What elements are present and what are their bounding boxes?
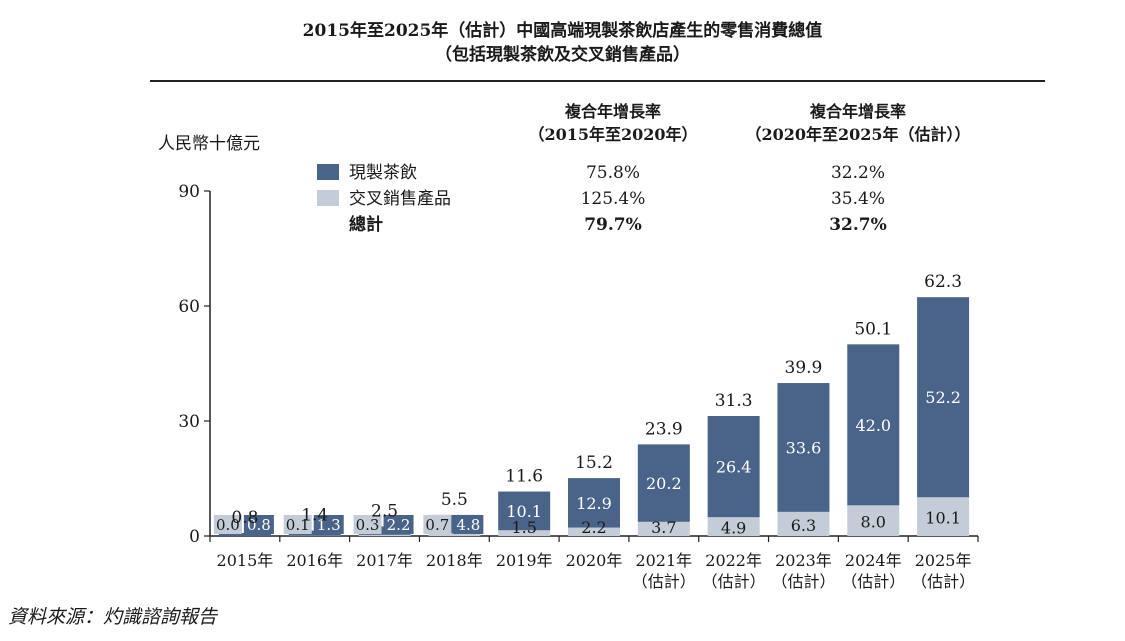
total-value-label: 62.3 (924, 272, 962, 292)
x-tick-label: （估計） (841, 572, 905, 591)
x-tick-label: 2018年 (426, 551, 483, 570)
cross-value-label: 0.1 (286, 516, 310, 534)
x-tick-label: 2022年 (705, 551, 762, 570)
tea-label-bg (243, 515, 274, 534)
cross-value-label: 6.3 (791, 516, 816, 535)
source-note: 資料來源：灼識諮詢報告 (8, 606, 218, 628)
total-value-label: 5.5 (441, 490, 468, 510)
tea-value-label: 33.6 (786, 438, 822, 457)
cagr-value: 79.7% (584, 215, 642, 235)
x-tick-label: 2024年 (845, 551, 902, 570)
total-value-label: 0.8 (231, 508, 258, 528)
bar-cross-sell (707, 517, 760, 536)
cagr-header: 複合年增長率 (564, 102, 661, 121)
cagr-value: 75.8% (586, 163, 640, 183)
bar-cross-sell (358, 534, 411, 536)
x-tick-label: 2025年 (915, 551, 972, 570)
total-value-label: 1.4 (301, 506, 328, 526)
bar-tea (777, 383, 830, 512)
total-value-label: 39.9 (785, 358, 823, 378)
y-tick-label: 60 (178, 297, 200, 317)
cross-value-label: 4.9 (721, 519, 746, 538)
x-tick-label: 2023年 (775, 551, 832, 570)
tea-value-label: 52.2 (925, 388, 961, 407)
bar-cross-sell (917, 497, 970, 536)
tea-value-label: 10.1 (506, 502, 542, 521)
total-value-label: 11.6 (505, 467, 543, 487)
bar-cross-sell (498, 530, 551, 536)
cross-label-bg (353, 515, 382, 534)
tea-value-label: 12.9 (576, 494, 612, 513)
tea-value-label: 1.3 (317, 516, 341, 534)
cagr-value: 35.4% (831, 189, 885, 209)
cross-value-label: 0.3 (356, 516, 380, 534)
bar-cross-sell (847, 505, 900, 536)
cross-label-bg (423, 515, 452, 534)
x-tick-label: 2020年 (566, 551, 623, 570)
cross-value-label: 10.1 (925, 509, 961, 528)
cross-label-bg (283, 515, 312, 534)
bar-tea (847, 344, 900, 506)
x-tick-label: （估計） (702, 572, 766, 591)
tea-value-label: 0.8 (247, 516, 271, 534)
legend-label: 交叉銷售產品 (349, 189, 451, 209)
bar-cross-sell (777, 511, 830, 536)
tea-value-label: 4.8 (456, 516, 480, 534)
total-value-label: 50.1 (854, 319, 892, 339)
total-value-label: 23.9 (645, 419, 683, 439)
total-value-label: 31.3 (715, 391, 753, 411)
cross-value-label: 0.0 (216, 516, 240, 534)
cross-value-label: 2.2 (581, 518, 606, 537)
tea-value-label: 2.2 (387, 516, 411, 534)
cagr-header-period: （2015年至2020年） (528, 125, 697, 144)
bar-cross-sell (637, 521, 690, 536)
y-axis-label: 人民幣十億元 (158, 134, 260, 154)
x-tick-label: （估計） (911, 572, 975, 591)
title-divider (150, 80, 1045, 82)
tea-value-label: 20.2 (646, 474, 682, 493)
legend-label: 總計 (349, 214, 383, 235)
cross-label-bg (213, 515, 242, 534)
cagr-header-period: （2020年至2025年（估計）） (745, 125, 970, 144)
total-value-label: 2.5 (371, 501, 398, 521)
x-tick-label: 2019年 (496, 551, 553, 570)
cross-value-label: 3.7 (651, 518, 676, 537)
x-tick-label: （估計） (771, 572, 835, 591)
bar-tea (917, 297, 970, 498)
tea-label-bg (383, 515, 414, 534)
x-tick-label: 2015年 (217, 551, 274, 570)
tea-label-bg (313, 515, 344, 534)
tea-label-bg (453, 515, 484, 534)
cagr-header: 複合年增長率 (809, 102, 906, 121)
tea-value-label: 42.0 (855, 416, 891, 435)
x-tick-label: （估計） (632, 572, 696, 591)
bar-tea (218, 532, 271, 536)
y-tick-label: 0 (189, 527, 200, 547)
bar-tea (707, 416, 760, 518)
y-tick-label: 90 (178, 182, 200, 202)
bar-tea (568, 478, 620, 528)
cross-value-label: 8.0 (861, 513, 886, 532)
bar-tea (637, 444, 690, 522)
chart-subtitle: （包括現製茶飲及交叉銷售產品） (435, 45, 690, 65)
legend-swatch (317, 190, 339, 206)
legend-swatch (317, 164, 339, 180)
x-tick-label: 2016年 (286, 551, 343, 570)
cross-value-label: 1.5 (511, 518, 536, 537)
bar-tea (498, 491, 551, 531)
bar-cross-sell (428, 533, 481, 536)
legend-label: 現製茶飲 (349, 163, 417, 183)
cagr-value: 125.4% (581, 189, 646, 209)
chart-title: 2015年至2025年（估計）中國高端現製茶飲店產生的零售消費總值 (302, 21, 823, 41)
x-tick-label: 2021年 (635, 551, 692, 570)
cagr-value: 32.2% (831, 163, 885, 183)
bar-cross-sell (568, 527, 620, 536)
cagr-value: 32.7% (829, 215, 887, 235)
total-value-label: 15.2 (575, 453, 613, 473)
x-tick-label: 2017年 (356, 551, 413, 570)
cross-value-label: 0.7 (425, 516, 449, 534)
tea-value-label: 26.4 (716, 458, 752, 477)
y-tick-label: 30 (178, 412, 200, 432)
